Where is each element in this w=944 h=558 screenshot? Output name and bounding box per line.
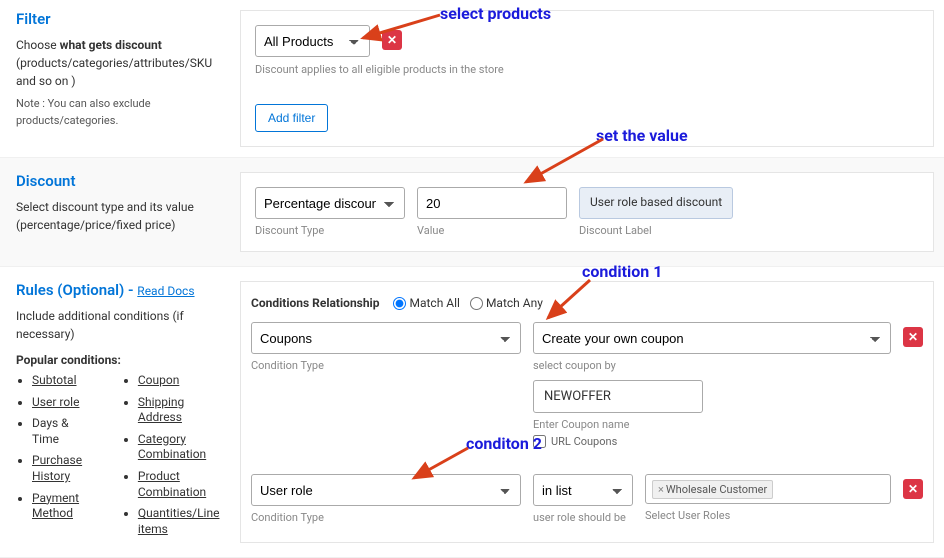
filter-title: Filter: [16, 10, 224, 28]
discount-type-label: Discount Type: [255, 224, 405, 237]
popular-days-time[interactable]: Days & Time: [32, 416, 98, 447]
cond2-type-label: Condition Type: [251, 511, 521, 524]
cond1-coupon-by-label: select coupon by: [533, 359, 891, 372]
popular-list-left: Subtotal User role Days & Time Purchase …: [16, 373, 98, 543]
popular-user-role[interactable]: User role: [32, 395, 98, 411]
discount-type-select[interactable]: Percentage discount: [255, 187, 405, 219]
popular-purchase-history[interactable]: Purchase History: [32, 453, 98, 484]
cond2-role-tag[interactable]: ×Wholesale Customer: [652, 480, 773, 499]
filter-product-select[interactable]: All Products: [255, 25, 370, 57]
popular-category-combo[interactable]: Category Combination: [138, 432, 224, 463]
popular-subtotal[interactable]: Subtotal: [32, 373, 98, 389]
discount-label-chip[interactable]: User role based discount: [579, 187, 733, 219]
cond-relationship-label: Conditions Relationship: [251, 296, 379, 310]
cond2-type-select[interactable]: User role: [251, 474, 521, 506]
cond1-coupon-value[interactable]: NEWOFFER: [533, 380, 703, 413]
rules-title: Rules (Optional): [16, 281, 124, 299]
discount-label-chip-label: Discount Label: [579, 224, 733, 237]
match-any-radio[interactable]: Match Any: [470, 296, 543, 310]
cond2-delete-button[interactable]: ✕: [903, 479, 923, 499]
cond1-type-select[interactable]: Coupons: [251, 322, 521, 354]
filter-note: Note : You can also exclude products/cat…: [16, 96, 224, 129]
cond1-url-coupons[interactable]: URL Coupons: [533, 435, 891, 448]
discount-title: Discount: [16, 172, 224, 190]
cond1-delete-button[interactable]: ✕: [903, 327, 923, 347]
discount-subtext: Select discount type and its value (perc…: [16, 198, 224, 234]
cond2-roles-label: Select User Roles: [645, 509, 891, 522]
cond2-list-label: user role should be: [533, 511, 633, 524]
discount-value-input[interactable]: [417, 187, 567, 219]
read-docs-link[interactable]: Read Docs: [137, 284, 194, 298]
rules-subtext: Include additional conditions (if necess…: [16, 307, 224, 343]
popular-heading: Popular conditions:: [16, 353, 224, 367]
filter-delete-button[interactable]: ✕: [382, 30, 402, 50]
cond1-type-label: Condition Type: [251, 359, 521, 372]
cond2-list-select[interactable]: in list: [533, 474, 633, 506]
cond1-coupon-name-label: Enter Coupon name: [533, 418, 891, 431]
filter-choose-text: Choose what gets discount (products/cate…: [16, 36, 224, 90]
cond2-roles-input[interactable]: ×Wholesale Customer: [645, 474, 891, 504]
add-filter-button[interactable]: Add filter: [255, 104, 328, 132]
popular-list-right: Coupon Shipping Address Category Combina…: [122, 373, 224, 543]
popular-quantities[interactable]: Quantities/Line items: [138, 506, 224, 537]
cond1-coupon-by-select[interactable]: Create your own coupon: [533, 322, 891, 354]
popular-payment-method[interactable]: Payment Method: [32, 491, 98, 522]
discount-value-label: Value: [417, 224, 567, 237]
filter-helper: Discount applies to all eligible product…: [255, 63, 919, 76]
match-all-radio[interactable]: Match All: [393, 296, 459, 310]
popular-shipping[interactable]: Shipping Address: [138, 395, 224, 426]
popular-product-combo[interactable]: Product Combination: [138, 469, 224, 500]
popular-coupon[interactable]: Coupon: [138, 373, 224, 389]
